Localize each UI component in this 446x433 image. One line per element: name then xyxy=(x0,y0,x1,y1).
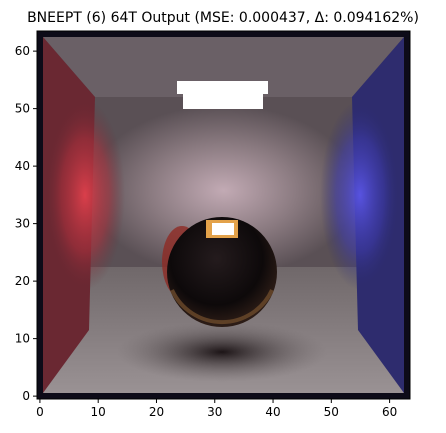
x-tick-label: 0 xyxy=(36,405,44,419)
chart-title: BNEEPT (6) 64T Output (MSE: 0.000437, Δ:… xyxy=(27,10,419,26)
y-tick-label: 50 xyxy=(15,102,30,116)
y-tick-label: 60 xyxy=(15,44,30,58)
light-fixture-top xyxy=(177,81,268,94)
x-tick-label: 30 xyxy=(207,405,222,419)
sphere-shadow xyxy=(117,322,327,382)
heatmap-image xyxy=(37,31,410,399)
x-axis: 0 10 20 30 40 50 60 xyxy=(36,399,397,419)
y-axis: 0 10 20 30 40 50 60 xyxy=(15,44,37,403)
scene-ceiling-shading xyxy=(43,37,404,97)
x-tick-label: 40 xyxy=(265,405,280,419)
x-tick-label: 20 xyxy=(149,405,164,419)
light-fixture-bottom xyxy=(183,94,263,109)
x-tick-label: 50 xyxy=(324,405,339,419)
left-wall-glow xyxy=(45,100,125,290)
y-tick-label: 0 xyxy=(22,389,30,403)
sphere-highlight-core xyxy=(212,223,234,235)
y-tick-label: 20 xyxy=(15,274,30,288)
x-tick-label: 10 xyxy=(91,405,106,419)
sphere xyxy=(167,217,277,327)
y-tick-label: 30 xyxy=(15,217,30,231)
y-tick-label: 40 xyxy=(15,159,30,173)
plot-frame xyxy=(36,30,411,400)
sphere-rim xyxy=(170,289,274,325)
x-tick-label: 60 xyxy=(382,405,397,419)
right-wall-glow xyxy=(320,100,400,290)
y-tick-label: 10 xyxy=(15,332,30,346)
